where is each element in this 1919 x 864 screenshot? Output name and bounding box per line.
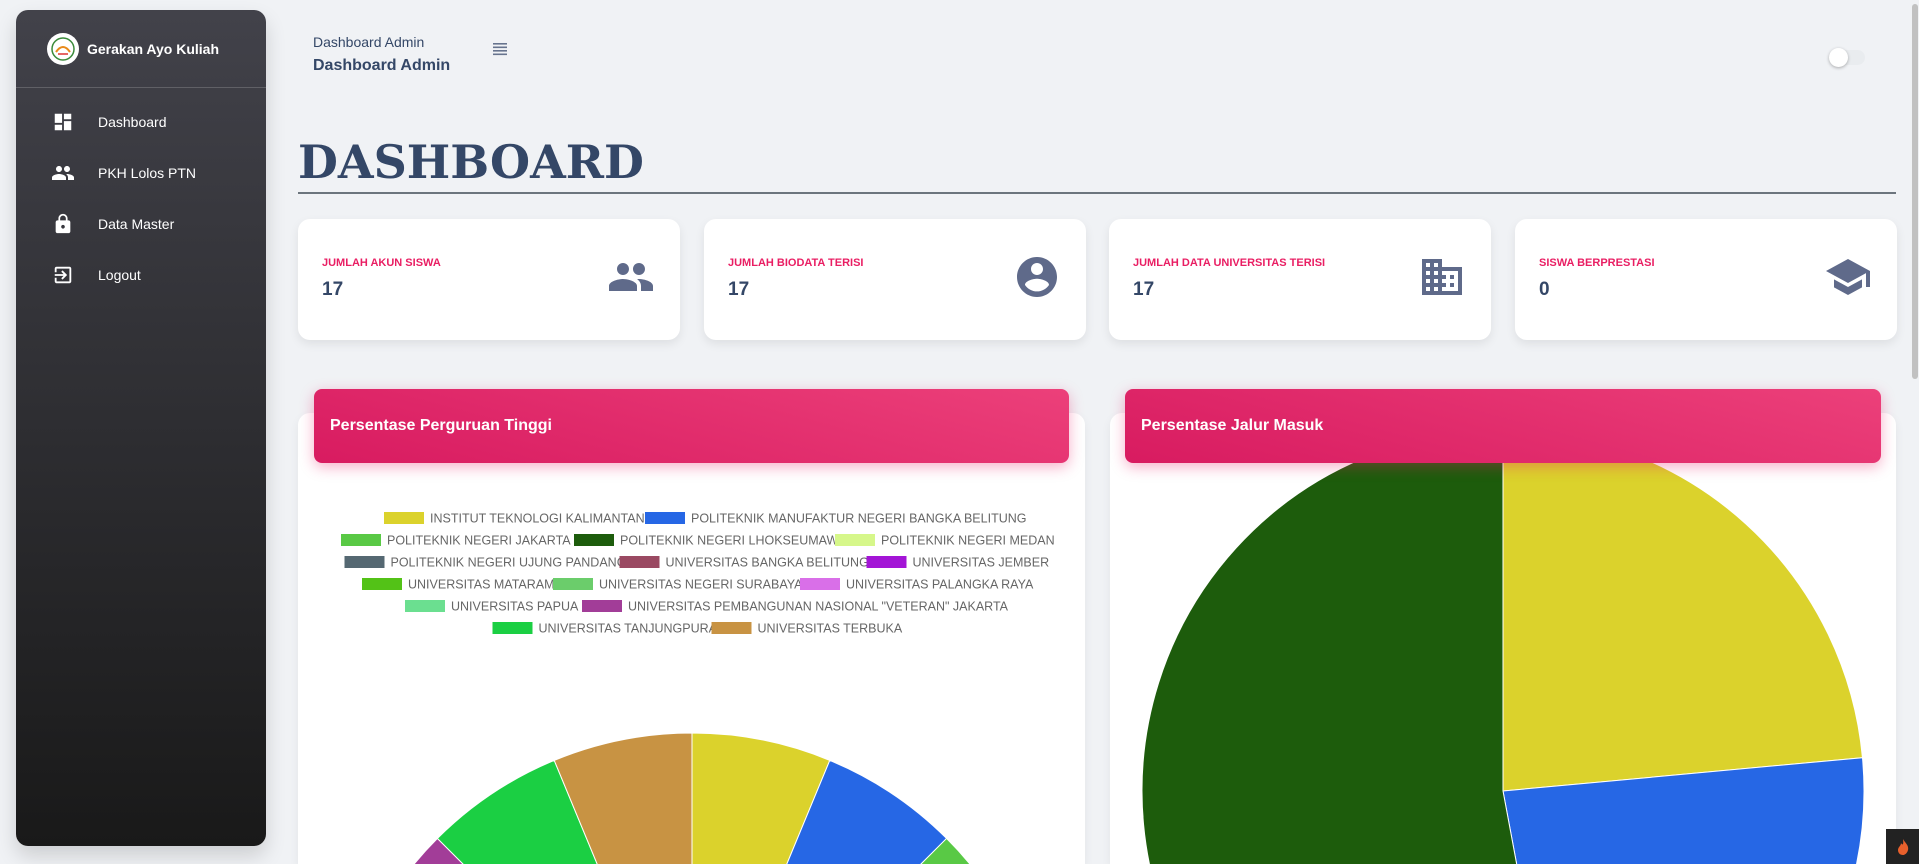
legend-label[interactable]: UNIVERSITAS JEMBER bbox=[913, 556, 1050, 570]
sidebar-item-label: PKH Lolos PTN bbox=[98, 164, 197, 181]
legend-swatch[interactable] bbox=[553, 578, 593, 590]
title-divider bbox=[298, 192, 1896, 194]
sidebar-item-label: Data Master bbox=[98, 215, 175, 232]
sidebar-item-data-master[interactable]: Data Master bbox=[16, 198, 266, 249]
pie-slice[interactable] bbox=[1502, 429, 1864, 792]
pie-slice[interactable] bbox=[691, 732, 831, 864]
logout-icon bbox=[50, 262, 76, 288]
stat-value: 17 bbox=[322, 279, 344, 300]
legend-swatch[interactable] bbox=[619, 556, 660, 568]
account-circle-icon bbox=[1013, 253, 1061, 306]
stat-label: SISWA BERPRESTASI bbox=[1539, 257, 1655, 269]
menu-toggle-icon[interactable] bbox=[492, 42, 508, 61]
legend-label[interactable]: UNIVERSITAS PAPUA bbox=[451, 600, 579, 614]
legend-label[interactable]: UNIVERSITAS TANJUNGPURA bbox=[539, 622, 718, 636]
legend-swatch[interactable] bbox=[574, 534, 614, 546]
legend-swatch[interactable] bbox=[341, 534, 381, 546]
chart-header-perguruan-tinggi: Persentase Perguruan Tinggi bbox=[314, 389, 1069, 463]
people-icon bbox=[50, 160, 76, 186]
page-title: DASHBOARD bbox=[298, 135, 644, 189]
building-icon bbox=[1418, 253, 1466, 306]
chart-card-jalur-masuk: MANDIRISNBPSNBTSPAN-PTKIN bbox=[1110, 413, 1896, 864]
top-header: Dashboard Admin Dashboard Admin bbox=[313, 34, 450, 75]
chart-card-perguruan-tinggi: INSTITUT TEKNOLOGI KALIMANTAN POLITEKNIK … bbox=[298, 413, 1085, 864]
lock-icon bbox=[50, 211, 76, 237]
sidebar-nav: Dashboard PKH Lolos PTN Data Master Logo… bbox=[16, 96, 266, 300]
stat-value: 0 bbox=[1539, 279, 1550, 300]
pie-slice[interactable] bbox=[553, 732, 693, 864]
brand-logo-icon bbox=[47, 32, 79, 65]
sidebar-item-logout[interactable]: Logout bbox=[16, 249, 266, 300]
pie-slice[interactable] bbox=[692, 837, 1025, 864]
toggle-knob bbox=[1829, 48, 1848, 67]
breadcrumb[interactable]: Dashboard Admin bbox=[313, 34, 425, 50]
legend-swatch[interactable] bbox=[582, 600, 622, 612]
pie-slice[interactable] bbox=[332, 837, 692, 864]
stat-value: 17 bbox=[728, 279, 750, 300]
pie-slice[interactable] bbox=[1141, 429, 1569, 864]
people-icon bbox=[607, 253, 655, 306]
sidebar-item-dashboard[interactable]: Dashboard bbox=[16, 96, 266, 147]
brand[interactable]: Gerakan Ayo Kuliah bbox=[16, 10, 266, 88]
legend-label[interactable]: POLITEKNIK NEGERI LHOKSEUMAWE bbox=[620, 534, 847, 548]
sidebar-item-pkh-lolos-ptn[interactable]: PKH Lolos PTN bbox=[16, 147, 266, 198]
sidebar: Gerakan Ayo Kuliah Dashboard PKH Lolos P… bbox=[16, 10, 266, 846]
stat-card-biodata-terisi: JUMLAH BIODATA TERISI 17 bbox=[704, 219, 1086, 340]
header-title: Dashboard Admin bbox=[313, 57, 451, 74]
legend-label[interactable]: UNIVERSITAS PALANGKA RAYA bbox=[846, 578, 1034, 592]
brand-name: Gerakan Ayo Kuliah bbox=[87, 40, 220, 57]
legend-swatch[interactable] bbox=[405, 600, 445, 612]
stat-label: JUMLAH DATA UNIVERSITAS TERISI bbox=[1133, 257, 1326, 269]
dashboard-icon bbox=[50, 109, 76, 135]
pie-slice[interactable] bbox=[692, 759, 948, 864]
debug-flame-icon[interactable] bbox=[1886, 829, 1919, 864]
legend-swatch[interactable] bbox=[645, 512, 685, 524]
chart-header-jalur-masuk: Persentase Jalur Masuk bbox=[1125, 389, 1881, 463]
pie-slice[interactable] bbox=[1502, 757, 1865, 864]
chart-jalur-masuk: MANDIRISNBPSNBTSPAN-PTKIN bbox=[1141, 429, 1865, 864]
legend-label[interactable]: POLITEKNIK MANUFAKTUR NEGERI BANGKA BELI… bbox=[691, 512, 1027, 526]
legend-label[interactable]: UNIVERSITAS BANGKA BELITUNG bbox=[666, 556, 869, 570]
legend-swatch[interactable] bbox=[866, 556, 907, 568]
theme-toggle[interactable] bbox=[1829, 48, 1865, 67]
legend-label[interactable]: INSTITUT TEKNOLOGI KALIMANTAN bbox=[430, 512, 645, 526]
legend-swatch[interactable] bbox=[362, 578, 402, 590]
legend-label[interactable]: POLITEKNIK NEGERI UJUNG PANDANG bbox=[391, 556, 627, 570]
legend-label[interactable]: UNIVERSITAS PEMBANGUNAN NASIONAL "VETERA… bbox=[628, 600, 1009, 614]
legend-label[interactable]: POLITEKNIK NEGERI JAKARTA bbox=[387, 534, 571, 548]
stat-card-akun-siswa: JUMLAH AKUN SISWA 17 bbox=[298, 219, 680, 340]
legend-swatch[interactable] bbox=[344, 556, 385, 568]
legend-swatch[interactable] bbox=[800, 578, 840, 590]
scrollbar-thumb[interactable] bbox=[1912, 4, 1918, 379]
legend-swatch[interactable] bbox=[711, 622, 752, 634]
legend-swatch[interactable] bbox=[835, 534, 875, 546]
legend-label[interactable]: UNIVERSITAS TERBUKA bbox=[758, 622, 903, 636]
pie-slice[interactable] bbox=[436, 759, 692, 864]
stat-label: JUMLAH AKUN SISWA bbox=[322, 257, 441, 269]
legend-swatch[interactable] bbox=[384, 512, 424, 524]
legend-label[interactable]: UNIVERSITAS MATARAM bbox=[408, 578, 555, 592]
stat-label: JUMLAH BIODATA TERISI bbox=[728, 257, 864, 269]
stat-card-siswa-berprestasi: SISWA BERPRESTASI 0 bbox=[1515, 219, 1897, 340]
stat-value: 17 bbox=[1133, 279, 1155, 300]
legend-label[interactable]: POLITEKNIK NEGERI MEDAN bbox=[881, 534, 1055, 548]
legend-label[interactable]: UNIVERSITAS NEGERI SURABAYA bbox=[599, 578, 803, 592]
sidebar-item-label: Logout bbox=[98, 266, 141, 283]
chart-perguruan-tinggi: INSTITUT TEKNOLOGI KALIMANTAN POLITEKNIK … bbox=[332, 512, 1055, 864]
graduation-cap-icon bbox=[1824, 253, 1872, 306]
stat-card-universitas-terisi: JUMLAH DATA UNIVERSITAS TERISI 17 bbox=[1109, 219, 1491, 340]
sidebar-item-label: Dashboard bbox=[98, 113, 167, 130]
legend-swatch[interactable] bbox=[492, 622, 533, 634]
page-scrollbar[interactable] bbox=[1911, 0, 1919, 864]
